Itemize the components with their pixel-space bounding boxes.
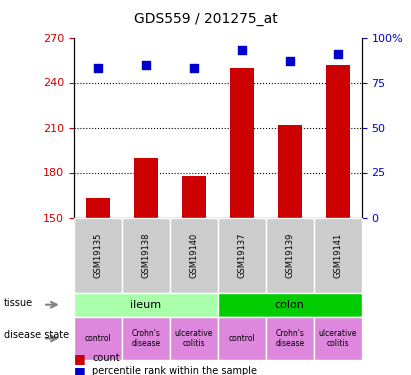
Point [238, 47, 245, 53]
Text: GSM19141: GSM19141 [333, 232, 342, 278]
Text: GSM19139: GSM19139 [285, 232, 294, 278]
Bar [86, 198, 110, 217]
Point [191, 65, 197, 71]
Point [143, 62, 149, 68]
Text: Crohn's
disease: Crohn's disease [275, 329, 304, 348]
Text: ileum: ileum [130, 300, 162, 310]
Text: GDS559 / 201275_at: GDS559 / 201275_at [134, 12, 277, 26]
Text: ulcerative
colitis: ulcerative colitis [175, 329, 213, 348]
Text: GSM19135: GSM19135 [93, 232, 102, 278]
Text: colon: colon [275, 300, 305, 310]
Text: ulcerative
colitis: ulcerative colitis [319, 329, 357, 348]
Text: ■: ■ [74, 365, 86, 375]
Text: ■: ■ [74, 352, 86, 364]
Point [286, 58, 293, 64]
Bar [326, 64, 350, 218]
Point [95, 65, 101, 71]
Text: Crohn's
disease: Crohn's disease [132, 329, 160, 348]
Text: GSM19137: GSM19137 [237, 232, 246, 278]
Bar [278, 124, 302, 217]
Bar [134, 158, 158, 218]
Bar [230, 68, 254, 218]
Text: count: count [92, 353, 120, 363]
Text: GSM19140: GSM19140 [189, 232, 199, 278]
Point [335, 51, 341, 57]
Text: disease state: disease state [4, 330, 69, 340]
Text: control: control [85, 334, 111, 343]
Text: tissue: tissue [4, 298, 33, 308]
Bar [182, 176, 206, 217]
Text: GSM19138: GSM19138 [141, 232, 150, 278]
Text: control: control [229, 334, 255, 343]
Text: percentile rank within the sample: percentile rank within the sample [92, 366, 257, 375]
